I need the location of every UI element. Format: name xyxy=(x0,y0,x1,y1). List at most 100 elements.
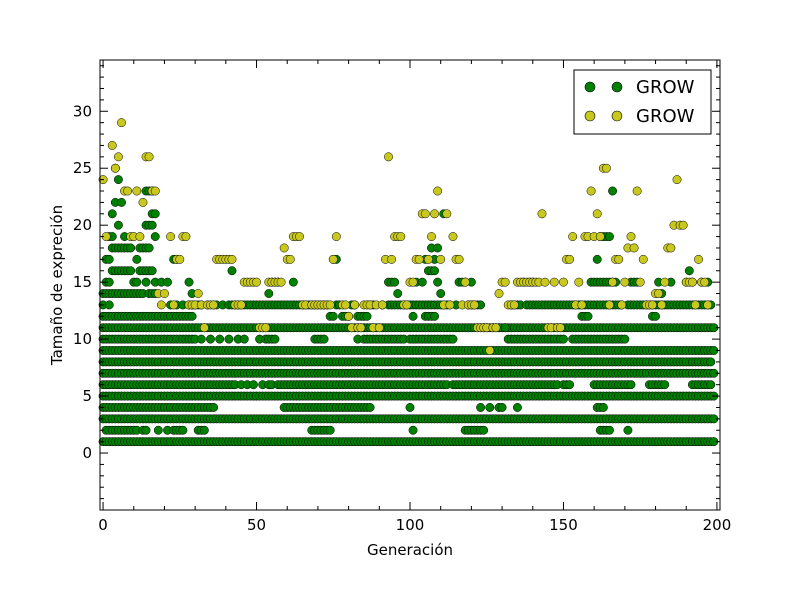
x-tick-label: 150 xyxy=(549,516,578,534)
data-point-series-2 xyxy=(199,323,209,333)
data-point-series-1 xyxy=(626,380,636,390)
data-point-series-1 xyxy=(390,277,400,287)
legend-label-2: GROW xyxy=(636,106,695,127)
data-point-series-2 xyxy=(169,300,179,310)
data-point-series-2 xyxy=(107,140,117,150)
data-point-series-2 xyxy=(703,300,713,310)
data-point-series-1 xyxy=(660,380,670,390)
data-point-series-2 xyxy=(276,277,286,287)
data-point-series-1 xyxy=(132,254,142,264)
data-point-series-2 xyxy=(387,254,397,264)
data-point-series-2 xyxy=(384,152,393,162)
data-point-series-2 xyxy=(181,232,191,242)
data-point-series-2 xyxy=(654,289,664,298)
data-point-series-1 xyxy=(113,220,123,230)
data-point-series-2 xyxy=(595,232,605,242)
data-point-series-1 xyxy=(448,334,458,344)
data-point-series-1 xyxy=(476,403,486,412)
data-point-series-1 xyxy=(362,311,372,321)
data-point-series-2 xyxy=(442,209,452,219)
data-point-series-2 xyxy=(110,163,120,173)
data-point-series-1 xyxy=(150,232,160,242)
data-point-series-2 xyxy=(648,300,657,310)
data-point-series-2 xyxy=(605,300,614,310)
data-point-series-2 xyxy=(135,232,145,242)
data-point-series-2 xyxy=(193,289,203,298)
x-tick-label: 100 xyxy=(396,516,425,534)
data-point-series-1 xyxy=(270,334,280,344)
data-point-series-1 xyxy=(126,243,136,253)
data-point-series-1 xyxy=(651,311,660,321)
data-point-series-2 xyxy=(113,152,123,162)
data-point-series-1 xyxy=(147,266,157,276)
data-point-series-1 xyxy=(141,425,151,435)
data-point-series-1 xyxy=(288,277,298,287)
data-point-series-2 xyxy=(460,277,470,287)
data-point-series-1 xyxy=(199,425,209,435)
data-point-series-2 xyxy=(635,277,645,287)
data-point-series-1 xyxy=(178,425,188,435)
data-point-series-2 xyxy=(540,277,550,287)
y-tick-label: 15 xyxy=(73,273,92,291)
data-point-series-1 xyxy=(132,277,142,287)
data-point-series-2 xyxy=(325,300,335,310)
data-point-series-2 xyxy=(454,254,464,264)
data-point-series-1 xyxy=(430,266,439,276)
data-point-series-1 xyxy=(408,425,418,435)
data-point-series-2 xyxy=(445,300,455,310)
data-point-series-1 xyxy=(408,311,418,321)
data-point-series-2 xyxy=(678,220,688,230)
legend-label-1: GROW xyxy=(636,77,695,98)
data-point-series-2 xyxy=(331,232,341,242)
data-point-series-2 xyxy=(156,300,166,310)
y-tick-label: 25 xyxy=(73,159,92,177)
data-point-series-1 xyxy=(393,289,403,298)
data-point-series-1 xyxy=(249,380,258,390)
points-layer xyxy=(98,118,719,447)
data-point-series-2 xyxy=(666,243,676,253)
data-point-series-1 xyxy=(405,403,415,412)
data-point-series-2 xyxy=(279,243,289,253)
data-point-series-1 xyxy=(605,232,614,242)
data-point-series-2 xyxy=(433,186,443,196)
data-point-series-2 xyxy=(209,300,219,310)
legend-marker-2 xyxy=(584,110,596,122)
data-point-series-1 xyxy=(559,334,568,344)
legend-marker-1 xyxy=(584,81,596,93)
data-point-series-2 xyxy=(402,300,412,310)
data-point-series-1 xyxy=(497,403,507,412)
data-point-series-1 xyxy=(104,254,114,264)
data-point-series-2 xyxy=(430,209,439,219)
data-point-series-2 xyxy=(620,277,630,287)
y-tick-label: 0 xyxy=(82,444,92,462)
data-point-series-1 xyxy=(706,380,716,390)
data-point-series-2 xyxy=(555,323,565,333)
data-point-series-1 xyxy=(150,209,160,219)
data-point-series-2 xyxy=(261,323,271,333)
data-point-series-2 xyxy=(138,197,148,207)
data-point-series-2 xyxy=(617,300,627,310)
data-point-series-1 xyxy=(196,334,206,344)
plot-frame xyxy=(99,59,721,511)
y-axis-label: Tamaño de expreción xyxy=(48,205,66,366)
data-point-series-2 xyxy=(629,243,639,253)
data-point-series-2 xyxy=(374,323,384,333)
data-point-series-1 xyxy=(433,243,443,253)
data-point-series-2 xyxy=(150,186,160,196)
data-point-series-2 xyxy=(632,186,642,196)
data-point-series-2 xyxy=(660,277,670,287)
data-point-series-1 xyxy=(485,403,495,412)
data-point-series-1 xyxy=(430,311,439,321)
data-point-series-2 xyxy=(396,232,406,242)
data-point-series-1 xyxy=(264,289,274,298)
data-point-series-1 xyxy=(684,266,694,276)
data-point-series-1 xyxy=(117,197,126,207)
data-point-series-2 xyxy=(509,300,519,310)
data-point-series-2 xyxy=(356,323,366,333)
y-tick-label: 30 xyxy=(73,102,92,120)
data-point-series-1 xyxy=(623,425,633,435)
y-tick-label: 10 xyxy=(73,330,92,348)
data-point-series-1 xyxy=(365,403,375,412)
data-point-series-2 xyxy=(687,277,697,287)
